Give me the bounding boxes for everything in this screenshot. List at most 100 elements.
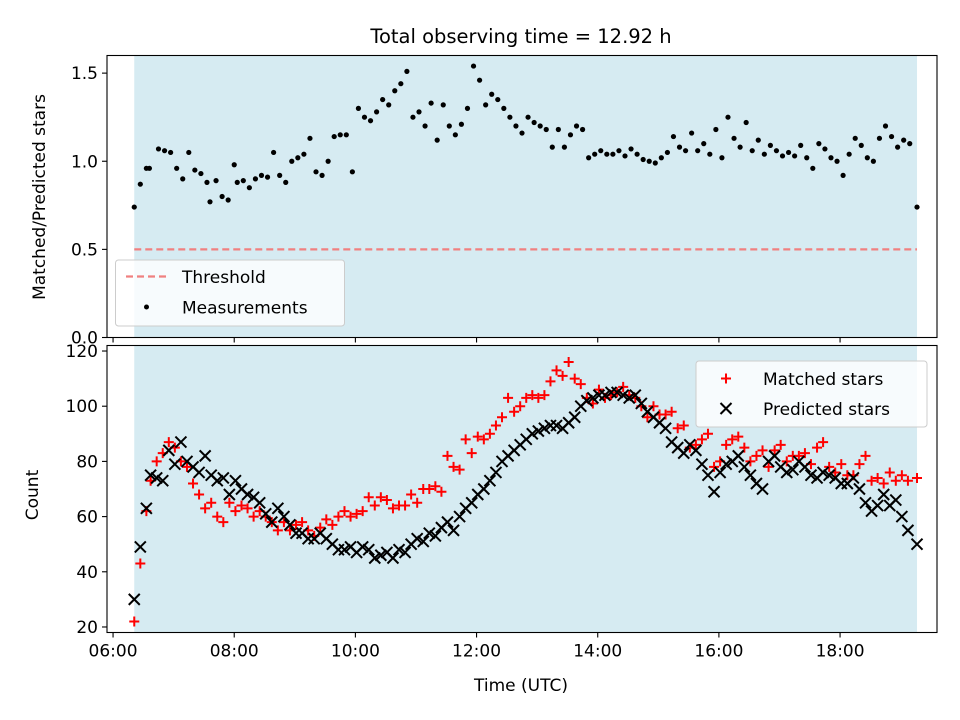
- matched-star-point: [575, 379, 586, 390]
- matched-star-point: [799, 448, 810, 459]
- ratio-panel: 0.0 0.5 1.0 1.5 Matched/Predicted stars Thr…: [30, 54, 938, 349]
- predicted-star-point: [738, 460, 751, 474]
- predicted-star-point: [417, 535, 430, 548]
- predicted-star-point: [744, 468, 757, 482]
- predicted-star-point: [822, 468, 836, 482]
- predicted-star-point: [586, 391, 600, 405]
- matched-legend-marker: [721, 373, 731, 384]
- figure-title: Total observing time = 12.92 h: [369, 25, 671, 48]
- measurement-point: [646, 158, 652, 164]
- predicted-star-point: [174, 435, 188, 449]
- matched-star-point: [781, 456, 792, 467]
- predicted-star-point: [901, 524, 915, 537]
- measurement-point: [137, 181, 143, 187]
- measurement-point: [410, 114, 416, 120]
- count-y-axis-label: Count: [23, 469, 43, 520]
- predicted-star-point: [217, 471, 230, 485]
- predicted-stars-legend-label: Predicted stars: [763, 400, 890, 420]
- measurement-point: [313, 169, 319, 175]
- measurement-point: [161, 148, 168, 154]
- measurement-point: [246, 185, 252, 191]
- measurement-point: [682, 148, 689, 154]
- measurement-point: [464, 105, 471, 111]
- predicted-star-point: [580, 394, 594, 407]
- measurement-point: [579, 126, 586, 133]
- predicted-star-point: [271, 502, 285, 515]
- ratio-ytick-label: 1.5: [71, 64, 98, 84]
- count-xtick-label: 18:00: [816, 642, 865, 662]
- predicted-star-point: [871, 499, 884, 512]
- predicted-star-point: [623, 391, 636, 405]
- predicted-star-point: [150, 471, 163, 485]
- ratio-ytick-label: 0.0: [71, 329, 98, 349]
- predicted-star-point: [616, 388, 630, 402]
- measurement-point: [561, 144, 568, 150]
- measurement-point: [277, 172, 283, 178]
- matched-star-point: [484, 428, 495, 439]
- count-x-axis-label: Time (UTC): [473, 676, 568, 696]
- matched-star-point: [884, 467, 895, 478]
- predicted-star-point: [768, 449, 781, 463]
- count-ytick-label: 60: [76, 508, 98, 528]
- matched-star-point: [466, 448, 477, 459]
- measurement-point: [416, 109, 422, 115]
- predicted-star-point: [356, 540, 369, 554]
- predicted-star-point: [192, 466, 206, 479]
- ratio-ytick-label: 0.5: [71, 240, 98, 260]
- matched-star-point: [503, 392, 514, 403]
- measurement-point: [219, 193, 225, 200]
- matched-star-point: [163, 437, 174, 448]
- matched-star-point: [406, 489, 417, 500]
- matched-star-point: [224, 497, 235, 508]
- measurement-point: [186, 149, 192, 156]
- matched-star-point: [351, 508, 362, 519]
- predicted-star-point: [483, 474, 497, 487]
- predicted-star-point: [128, 593, 141, 606]
- measurement-point: [283, 179, 289, 185]
- matched-star-point: [345, 511, 356, 522]
- measurement-point: [846, 151, 852, 157]
- matched-star-point: [545, 376, 556, 387]
- matched-star-point: [751, 450, 762, 461]
- predicted-star-point: [223, 488, 236, 501]
- measurement-point: [640, 156, 646, 163]
- predicted-star-point: [689, 444, 703, 457]
- count-axes-frame: [106, 344, 938, 634]
- measurement-point: [337, 132, 343, 138]
- measurement-point: [779, 153, 786, 159]
- predicted-star-point: [283, 518, 297, 532]
- measurement-point: [440, 102, 446, 108]
- predicted-star-point: [410, 532, 424, 545]
- measurement-point: [689, 130, 695, 136]
- predicted-star-point: [338, 543, 351, 556]
- measurement-point: [725, 114, 731, 120]
- predicted-star-point: [895, 510, 909, 523]
- measurement-point: [198, 170, 204, 177]
- matched-star-point: [860, 450, 871, 461]
- count-legend-box: [695, 360, 928, 428]
- matched-star-point: [448, 461, 459, 472]
- matched-star-point: [872, 472, 883, 483]
- predicted-star-point: [847, 471, 860, 485]
- predicted-star-point: [610, 386, 624, 399]
- matched-star-point: [739, 442, 750, 453]
- measurement-point: [761, 151, 767, 157]
- predicted-star-point: [877, 488, 890, 501]
- predicted-star-point: [441, 515, 454, 529]
- predicted-star-point: [732, 449, 745, 463]
- matched-star-point: [866, 475, 877, 486]
- measurement-point: [131, 204, 137, 210]
- matched-star-point: [218, 517, 229, 528]
- measurement-point: [380, 96, 386, 103]
- matched-star-point: [460, 434, 471, 445]
- measurement-point: [858, 142, 864, 148]
- predicted-star-point: [629, 388, 642, 402]
- measurement-point: [446, 123, 452, 129]
- measurement-point: [537, 123, 543, 129]
- measurement-point: [676, 144, 683, 150]
- measurement-point: [567, 132, 574, 138]
- matched-star-point: [430, 481, 441, 492]
- predicted-star-point: [447, 524, 460, 537]
- measurement-point: [507, 114, 513, 120]
- matched-star-point: [321, 514, 332, 525]
